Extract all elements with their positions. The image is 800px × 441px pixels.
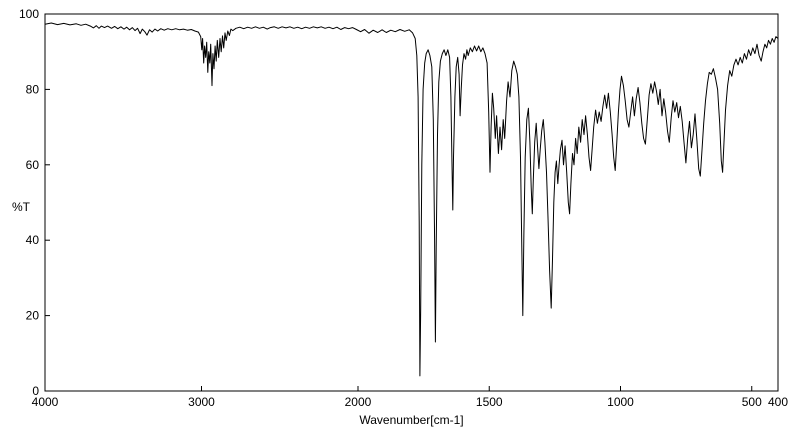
x-tick-label: 3000 (188, 395, 215, 409)
y-tick-label: 40 (26, 233, 40, 247)
x-tick-label: 400 (768, 395, 788, 409)
y-tick-label: 60 (26, 158, 40, 172)
plot-frame (44, 13, 779, 392)
spectrum-trace (44, 22, 779, 377)
x-axis-title: Wavenumber[cm-1] (359, 413, 464, 427)
y-tick-label: 100 (19, 7, 39, 21)
y-tick-label: 80 (26, 82, 40, 96)
y-tick-label: 20 (26, 309, 40, 323)
x-tick-label: 2000 (345, 395, 372, 409)
x-tick-label: 1500 (476, 395, 503, 409)
x-tick-label: 4000 (32, 395, 59, 409)
y-tick-label: 0 (32, 384, 39, 398)
x-tick-label: 1000 (607, 395, 634, 409)
x-tick-label: 500 (742, 395, 762, 409)
y-axis-title: %T (12, 200, 30, 214)
